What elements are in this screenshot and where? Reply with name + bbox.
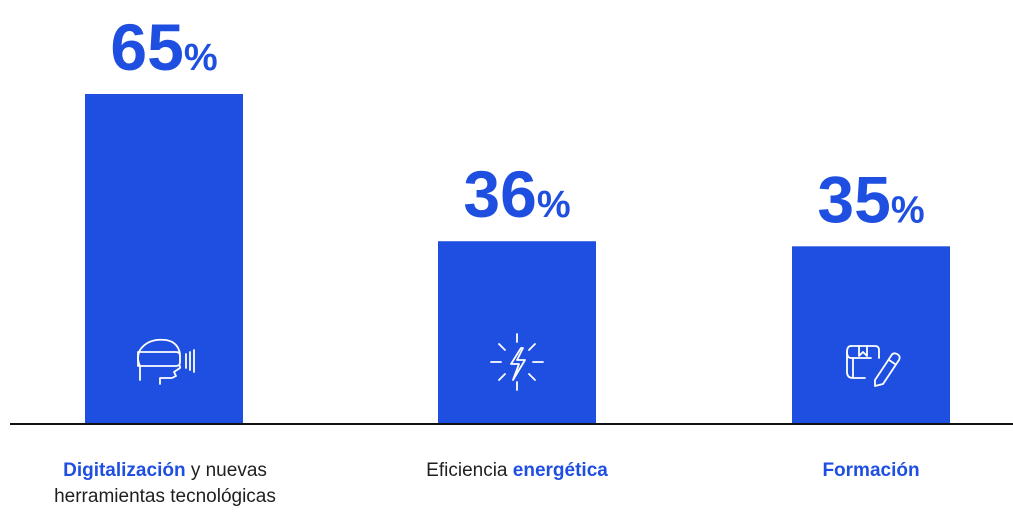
category-label-formacion: Formación (721, 458, 1013, 484)
category-label-plain: Eficiencia (426, 460, 513, 481)
category-label-bold: Digitalización (63, 460, 186, 481)
category-label-bold: energética (512, 460, 608, 481)
category-label-digitalizacion: Digitalización y nuevas herramientas tec… (15, 458, 315, 510)
bar-digitalizacion (85, 94, 243, 424)
bar-eficiencia (438, 241, 596, 424)
value-label-formacion: 35% (817, 162, 924, 236)
book-pencil-icon (846, 345, 901, 387)
category-label-rest: y nuevas (185, 460, 267, 481)
vr-headset-icon (137, 338, 195, 385)
category-label-eficiencia: Eficiencia energética (367, 458, 667, 484)
bar-formacion (792, 246, 950, 424)
value-label-eficiencia: 36% (463, 157, 570, 231)
value-label-digitalizacion: 65% (110, 10, 217, 84)
category-label-rest-line2: herramientas tecnológicas (54, 486, 276, 507)
category-label-bold: Formación (822, 460, 920, 481)
energy-spark-icon (490, 333, 544, 391)
